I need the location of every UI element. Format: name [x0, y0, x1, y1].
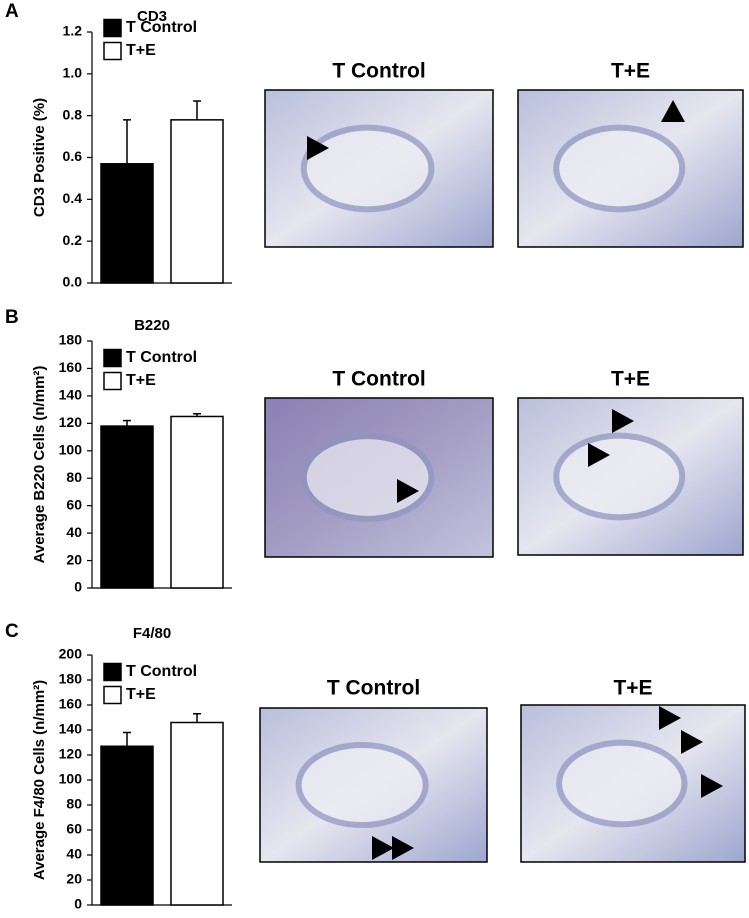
- y-tick-label: 20: [66, 551, 82, 567]
- y-tick-label: 0.6: [63, 148, 83, 164]
- y-tick-label: 80: [66, 469, 82, 485]
- legend-label: T Control: [126, 663, 197, 680]
- arrowhead: [588, 443, 610, 467]
- tissue-lumen: [295, 741, 429, 829]
- arrowhead: [372, 836, 394, 860]
- y-tick-label: 60: [66, 496, 82, 512]
- arrowhead: [307, 136, 329, 160]
- y-tick-label: 140: [59, 721, 83, 737]
- y-axis-label: CD3 Positive (%): [31, 98, 48, 217]
- y-tick-label: 180: [59, 671, 83, 687]
- legend-label: T+E: [126, 42, 156, 59]
- panel-letter: B: [5, 307, 19, 328]
- tissue-lumen: [556, 739, 688, 828]
- y-tick-label: 120: [59, 414, 83, 430]
- y-tick-label: 160: [59, 696, 83, 712]
- y-tick-label: 40: [66, 846, 82, 862]
- y-axis-label: Average F4/80 Cells (n/mm²): [31, 680, 48, 880]
- image-title: T+E: [611, 60, 650, 83]
- y-tick-label: 20: [66, 871, 82, 887]
- chart-title: CD3: [137, 8, 167, 25]
- image-title: T+E: [611, 368, 650, 391]
- y-tick-label: 180: [59, 332, 83, 348]
- legend-swatch: [103, 662, 122, 682]
- chart-title: F4/80: [133, 625, 171, 642]
- legend-label: T Control: [126, 349, 197, 366]
- legend-swatch: [103, 41, 122, 61]
- image-title: T Control: [332, 60, 425, 83]
- y-tick-label: 0: [74, 579, 82, 595]
- legend-label: T+E: [126, 372, 156, 389]
- bar: [100, 425, 154, 589]
- y-tick-label: 100: [59, 441, 83, 457]
- tissue-lumen: [300, 124, 435, 213]
- y-tick-label: 80: [66, 796, 82, 812]
- legend-swatch: [103, 348, 122, 368]
- arrowhead: [612, 409, 634, 433]
- y-tick-label: 0.4: [63, 190, 83, 206]
- image-title: T Control: [327, 677, 420, 700]
- tissue-lumen: [553, 124, 686, 213]
- arrowhead: [659, 706, 681, 730]
- arrowhead: [701, 774, 723, 798]
- y-tick-label: 40: [66, 524, 82, 540]
- y-tick-label: 1.2: [63, 23, 83, 39]
- panel-letter: A: [5, 1, 19, 22]
- legend-swatch: [103, 371, 122, 391]
- arrowhead: [397, 479, 419, 503]
- bar: [170, 415, 224, 589]
- tissue-lumen: [553, 432, 686, 521]
- bar: [170, 119, 224, 284]
- y-tick-label: 140: [59, 387, 83, 403]
- y-tick-label: 160: [59, 359, 83, 375]
- y-axis-label: Average B220 Cells (n/mm²): [31, 366, 48, 564]
- arrowhead: [661, 100, 685, 122]
- y-tick-label: 0.8: [63, 106, 83, 122]
- legend-swatch: [103, 685, 122, 705]
- bar: [170, 721, 224, 906]
- y-tick-label: 60: [66, 821, 82, 837]
- y-tick-label: 1.0: [63, 65, 83, 81]
- panel-letter: C: [5, 621, 19, 642]
- y-tick-label: 0: [74, 896, 82, 912]
- legend-label: T+E: [126, 686, 156, 703]
- arrowhead: [681, 730, 703, 754]
- legend-label: T Control: [126, 19, 197, 36]
- y-tick-label: 100: [59, 771, 83, 787]
- y-tick-label: 120: [59, 746, 83, 762]
- image-title: T Control: [332, 368, 425, 391]
- y-tick-label: 0.0: [63, 274, 83, 290]
- bar: [100, 163, 154, 284]
- chart-title: B220: [134, 317, 170, 334]
- tissue-lumen: [300, 433, 435, 522]
- bar: [100, 745, 154, 906]
- arrowhead: [392, 836, 414, 860]
- legend-swatch: [103, 18, 122, 38]
- y-tick-label: 200: [59, 646, 83, 662]
- image-title: T+E: [613, 677, 652, 700]
- y-tick-label: 0.2: [63, 232, 83, 248]
